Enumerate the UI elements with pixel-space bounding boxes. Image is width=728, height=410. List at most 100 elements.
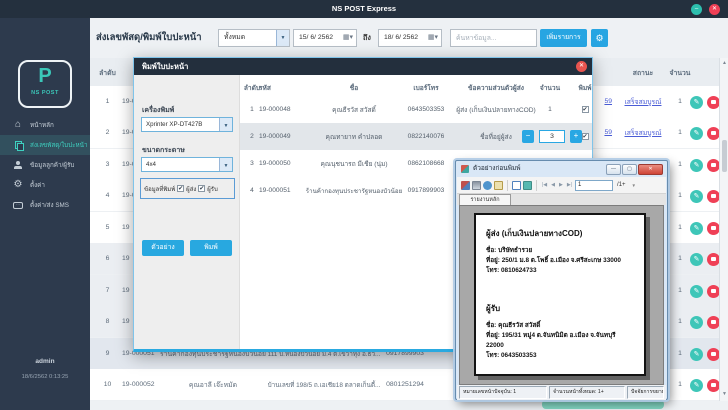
minimize-icon[interactable]: — [606, 164, 621, 175]
preview-tabstrip: รายงานหลัก [457, 194, 666, 205]
table-bottom-strip [90, 401, 728, 410]
modal-form-panel: เครื่องพิมพ์ Xprinter XP-DT427B ▼ ขนาดกร… [134, 75, 240, 349]
scroll-down-icon[interactable]: ▼ [722, 391, 727, 397]
sidebar-item-customers[interactable]: ข้อมูลลูกค้า/ผู้รับ [0, 155, 90, 175]
preview-title: ตัวอย่างก่อนพิมพ์ [473, 165, 521, 172]
edit-icon[interactable]: ✎ [690, 252, 703, 266]
status-link[interactable]: เสร็จสมบูรณ์ [624, 130, 662, 137]
paper-size-select[interactable]: 4x4 ▼ [141, 157, 233, 172]
modal-table-row[interactable]: 4 19-000051 ร้านค้ากองทุนประชารัฐหนองบัว… [250, 187, 445, 195]
close-icon[interactable]: ✕ [638, 164, 663, 175]
sms-icon: ··· [10, 201, 26, 209]
last-page-icon[interactable]: ▶| [566, 182, 573, 188]
receiver-section-header: ผู้รับ [486, 304, 501, 313]
logo-letter: P [38, 65, 52, 87]
settings-gear-button[interactable]: ⚙ [591, 29, 608, 47]
edit-icon[interactable]: ✎ [690, 315, 703, 329]
app-logo: P NS POST [18, 60, 72, 108]
sender-checkbox-label: ผู้ส่ง [186, 186, 197, 193]
edit-icon[interactable]: ✎ [690, 95, 703, 109]
delete-icon[interactable] [707, 126, 720, 140]
page-number-input[interactable]: 1 [575, 179, 614, 191]
edit-icon[interactable]: ✎ [690, 189, 703, 203]
copy-icon[interactable] [494, 180, 503, 190]
sender-checkbox[interactable]: ✔ [177, 185, 185, 192]
edit-icon[interactable]: ✎ [690, 126, 703, 140]
receiver-checkbox-label: ผู้รับ [207, 186, 218, 193]
group-tree-icon[interactable] [523, 180, 532, 190]
prev-page-icon[interactable]: ◀ [551, 182, 556, 188]
chevron-down-icon[interactable]: ▼ [219, 158, 232, 171]
sidebar-item-sms[interactable]: ··· ตั้งค่า/ส่ง SMS [0, 195, 90, 215]
close-icon[interactable]: ✕ [709, 4, 720, 15]
date-from-input[interactable]: 15/ 6/ 2562 ▦▾ [293, 29, 357, 47]
maximize-icon[interactable]: ▢ [622, 164, 637, 175]
toolbar-separator [536, 179, 537, 191]
date-to-input[interactable]: 18/ 6/ 2562 ▦▾ [378, 29, 442, 47]
delete-icon[interactable] [707, 221, 720, 235]
edit-icon[interactable]: ✎ [690, 378, 703, 392]
search-input[interactable] [450, 29, 537, 47]
edit-icon[interactable]: ✎ [690, 158, 703, 172]
modal-table-row[interactable]: 3 19-000050 คุณนุชนารถ มีเชีย (นุ่ม) 086… [250, 160, 445, 168]
next-page-icon[interactable]: ▶ [559, 182, 563, 188]
refresh-icon[interactable] [483, 180, 492, 190]
gear-icon: ⚙ [13, 179, 23, 190]
delete-icon[interactable] [707, 378, 720, 392]
calendar-icon[interactable]: ▦▾ [342, 34, 353, 41]
tracking-link[interactable]: 59 [604, 129, 612, 136]
first-page-icon[interactable]: |◀ [542, 182, 548, 188]
print-row-checkbox[interactable]: ✔ [581, 106, 589, 113]
app-title: NS POST Express [331, 4, 397, 13]
delete-icon[interactable] [707, 158, 720, 172]
close-icon[interactable]: ✕ [576, 61, 587, 72]
printer-select[interactable]: Xprinter XP-DT427B ▼ [141, 117, 233, 132]
scrollbar-thumb[interactable] [722, 140, 727, 172]
zoom-factor-status: ปัจจัยการขยาย: 100% [627, 386, 664, 399]
edit-icon[interactable]: ✎ [690, 221, 703, 235]
delete-icon[interactable] [707, 284, 720, 298]
modal-table-row[interactable]: 1 19-000048 คุณธีรวัส สวัสดิ์ 0643503353… [250, 106, 589, 114]
edit-icon[interactable]: ✎ [690, 347, 703, 361]
parcel-label-icon [10, 141, 26, 151]
sidebar-item-settings[interactable]: ⚙ ตั้งค่า [0, 175, 90, 195]
delete-icon[interactable] [707, 315, 720, 329]
print-icon[interactable] [472, 180, 481, 190]
sidebar-item-home[interactable]: ⌂ หน้าหลัก [0, 115, 90, 135]
modal-table-row-selected[interactable]: 2 19-000049 คุณทายาท คำปลอด 0822140076 ช… [240, 123, 592, 150]
sender-address: ที่อยู่: 250/1 ม.8 ต.โพธิ์ อ.เมือง จ.ศรี… [486, 257, 621, 264]
tracking-link[interactable]: 59 [604, 98, 612, 105]
printer-label: เครื่องพิมพ์ [142, 107, 175, 114]
receiver-checkbox[interactable]: ✔ [198, 185, 206, 192]
gear-icon: ⚙ [595, 33, 604, 43]
sidebar-item-send-parcel[interactable]: ส่งเลขพัสดุ/ใบปะหน้า [0, 135, 90, 155]
scroll-up-icon[interactable]: ▲ [722, 60, 727, 66]
print-row-checkbox[interactable]: ✔ [581, 133, 589, 140]
preview-button[interactable]: ตัวอย่าง [142, 240, 184, 256]
status-link[interactable]: เสร็จสมบูรณ์ [624, 99, 662, 106]
add-item-button[interactable]: เพิ่มรายการ [540, 29, 587, 47]
print-button[interactable]: พิมพ์ [190, 240, 232, 256]
print-preview-window: ตัวอย่างก่อนพิมพ์ — ▢ ✕ |◀ ◀ ▶ ▶| 1 /1+ … [455, 160, 668, 400]
chevron-down-icon[interactable]: ▼ [276, 30, 289, 46]
export-icon[interactable] [461, 180, 470, 190]
chevron-down-icon[interactable]: ▼ [631, 182, 637, 188]
parameter-panel-icon[interactable] [512, 180, 521, 190]
delete-icon[interactable] [707, 347, 720, 361]
tab-main-report[interactable]: รายงานหลัก [459, 194, 511, 205]
delete-icon[interactable] [707, 95, 720, 109]
preview-statusbar: หมายเลขหน้าปัจจุบัน: 1 จำนวนหน้าทั้งหมด:… [457, 385, 666, 400]
qty-increment-button[interactable]: + [570, 130, 582, 143]
calendar-icon[interactable]: ▦▾ [427, 34, 438, 41]
delete-icon[interactable] [707, 189, 720, 203]
minimize-icon[interactable]: – [691, 4, 702, 15]
delete-icon[interactable] [707, 252, 720, 266]
vertical-scrollbar[interactable]: ▲ ▼ [719, 58, 728, 401]
filter-select[interactable]: ทั้งหมด ▼ [218, 29, 290, 47]
chevron-down-icon[interactable]: ▼ [219, 118, 232, 131]
qty-decrement-button[interactable]: − [522, 130, 534, 143]
edit-icon[interactable]: ✎ [690, 284, 703, 298]
qty-input[interactable]: 3 [539, 130, 565, 143]
preview-titlebar[interactable]: ตัวอย่างก่อนพิมพ์ — ▢ ✕ [456, 161, 667, 177]
report-app-icon [461, 165, 469, 173]
